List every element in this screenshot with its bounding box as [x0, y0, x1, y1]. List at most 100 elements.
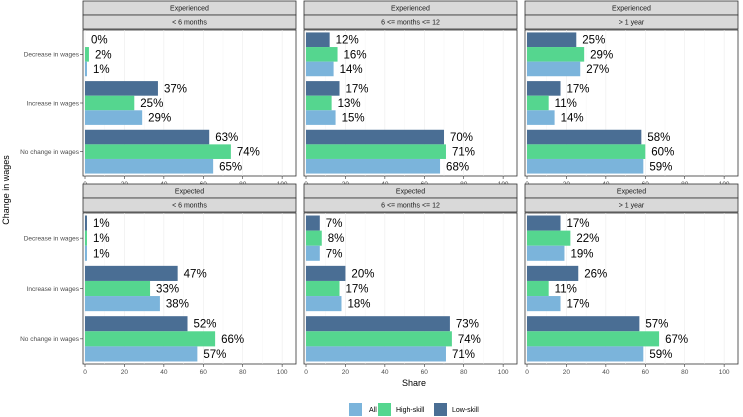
bar-decrease-in-wages-high-skill: [85, 230, 87, 246]
strip-col-background: [524, 197, 739, 213]
data-label-increase-in-wages-high-skill: 33%: [156, 284, 179, 296]
bar-no-change-in-wages-all: [527, 158, 644, 174]
data-label-decrease-in-wages-all: 7%: [326, 248, 343, 260]
legend-label-all: All: [369, 407, 377, 414]
bar-decrease-in-wages-high-skill: [85, 47, 89, 62]
bar-increase-in-wages-high-skill: [85, 95, 135, 111]
data-label-increase-in-wages-high-skill: 17%: [346, 284, 369, 296]
data-label-decrease-in-wages-low-skill: 7%: [326, 218, 343, 230]
data-label-no-change-in-wages-low-skill: 52%: [194, 319, 217, 331]
data-label-decrease-in-wages-low-skill: 12%: [336, 35, 359, 47]
bar-no-change-in-wages-low-skill: [85, 129, 210, 145]
strip-row-label: Experienced: [391, 6, 430, 13]
bar-increase-in-wages-all: [85, 296, 160, 312]
bar-increase-in-wages-low-skill: [306, 81, 340, 96]
x-tick-label: 20: [563, 369, 571, 376]
data-label-no-change-in-wages-high-skill: 74%: [237, 147, 260, 159]
bar-decrease-in-wages-low-skill: [85, 215, 87, 231]
bar-increase-in-wages-low-skill: [85, 265, 178, 281]
strip-row-label: Experienced: [612, 6, 651, 13]
bar-increase-in-wages-low-skill: [306, 265, 346, 281]
x-tick-label: 80: [460, 369, 468, 376]
bar-increase-in-wages-all: [85, 110, 143, 125]
data-label-decrease-in-wages-all: 1%: [93, 64, 110, 76]
data-label-no-change-in-wages-high-skill: 74%: [458, 334, 481, 346]
bar-decrease-in-wages-all: [85, 61, 87, 77]
strip-col-label: < 6 months: [172, 20, 207, 27]
y-tick-label-decrease-in-wages: Decrease in wages: [24, 235, 80, 242]
bar-increase-in-wages-high-skill: [527, 280, 549, 297]
bar-decrease-in-wages-high-skill: [527, 230, 571, 246]
bar-increase-in-wages-low-skill: [527, 265, 579, 281]
strip-row-label: Expected: [396, 189, 425, 196]
data-label-no-change-in-wages-all: 59%: [649, 161, 672, 173]
strip-col-background: [82, 14, 297, 30]
bar-increase-in-wages-high-skill: [306, 95, 332, 111]
data-label-decrease-in-wages-high-skill: 22%: [576, 233, 599, 245]
strip-col-label: < 6 months: [172, 203, 207, 210]
strip-row-label: Experienced: [170, 6, 209, 13]
strip-col-label: > 1 year: [619, 203, 645, 210]
bar-no-change-in-wages-all: [306, 158, 441, 174]
x-tick-label: 40: [160, 369, 168, 376]
data-label-increase-in-wages-low-skill: 47%: [184, 268, 207, 280]
bar-no-change-in-wages-high-skill: [527, 331, 660, 347]
data-label-increase-in-wages-all: 38%: [166, 299, 189, 311]
bar-increase-in-wages-high-skill: [85, 280, 151, 297]
x-tick-label: 40: [381, 369, 389, 376]
strip-col-background: [524, 14, 739, 30]
x-tick-label: 0: [304, 369, 308, 376]
bar-increase-in-wages-low-skill: [85, 81, 158, 96]
bar-increase-in-wages-all: [527, 110, 555, 125]
y-tick-label-decrease-in-wages: Decrease in wages: [24, 52, 80, 59]
x-tick-label: 100: [277, 369, 288, 376]
x-tick-label: 60: [421, 369, 429, 376]
strip-col-background: [82, 197, 297, 213]
panel-expected-1-year: Expected > 1 year 17% 22% 19% 26% 11% 17% 57% 67%…: [524, 183, 739, 376]
bar-no-change-in-wages-low-skill: [306, 129, 444, 145]
data-label-no-change-in-wages-low-skill: 57%: [645, 319, 668, 331]
data-label-increase-in-wages-high-skill: 13%: [338, 98, 361, 110]
bar-decrease-in-wages-high-skill: [306, 230, 322, 246]
data-label-increase-in-wages-all: 15%: [342, 113, 365, 125]
data-label-increase-in-wages-low-skill: 37%: [164, 83, 187, 95]
strip-col-label: 6 <= months <= 12: [381, 20, 440, 27]
data-label-increase-in-wages-high-skill: 11%: [555, 284, 577, 296]
bar-increase-in-wages-high-skill: [306, 280, 340, 297]
data-label-no-change-in-wages-all: 59%: [649, 349, 672, 361]
x-tick-label: 60: [642, 369, 650, 376]
strip-row-label: Expected: [617, 189, 646, 196]
bar-no-change-in-wages-low-skill: [85, 316, 188, 332]
data-label-increase-in-wages-low-skill: 17%: [346, 83, 369, 95]
legend-swatch-high-skill: [378, 403, 391, 416]
bar-no-change-in-wages-low-skill: [527, 129, 642, 145]
bar-no-change-in-wages-high-skill: [527, 144, 646, 159]
bar-decrease-in-wages-all: [527, 245, 565, 261]
y-tick-label-increase-in-wages: Increase in wages: [27, 286, 80, 293]
data-label-no-change-in-wages-low-skill: 63%: [215, 132, 238, 144]
data-label-decrease-in-wages-low-skill: 17%: [567, 218, 590, 230]
bar-decrease-in-wages-low-skill: [527, 32, 577, 48]
data-label-increase-in-wages-all: 14%: [561, 113, 584, 125]
data-label-increase-in-wages-all: 29%: [148, 113, 171, 125]
data-label-no-change-in-wages-all: 57%: [203, 349, 226, 361]
data-label-no-change-in-wages-low-skill: 73%: [456, 319, 479, 331]
bar-no-change-in-wages-high-skill: [306, 144, 446, 159]
bar-decrease-in-wages-all: [306, 245, 320, 261]
bar-decrease-in-wages-all: [527, 61, 581, 77]
data-label-decrease-in-wages-all: 27%: [586, 64, 609, 76]
legend-swatch-all: [349, 403, 362, 416]
strip-col-label: > 1 year: [619, 20, 645, 27]
data-label-decrease-in-wages-all: 1%: [93, 248, 110, 260]
data-label-no-change-in-wages-all: 68%: [446, 161, 469, 173]
y-tick-label-no-change-in-wages: No change in wages: [20, 149, 80, 156]
y-tick-label-increase-in-wages: Increase in wages: [27, 100, 80, 107]
legend-swatch-low-skill: [434, 403, 447, 416]
data-label-increase-in-wages-low-skill: 20%: [351, 268, 374, 280]
data-label-decrease-in-wages-all: 19%: [570, 248, 593, 260]
data-label-no-change-in-wages-low-skill: 70%: [450, 132, 473, 144]
x-tick-label: 60: [200, 369, 208, 376]
x-tick-label: 100: [719, 369, 730, 376]
bar-no-change-in-wages-high-skill: [306, 331, 452, 347]
